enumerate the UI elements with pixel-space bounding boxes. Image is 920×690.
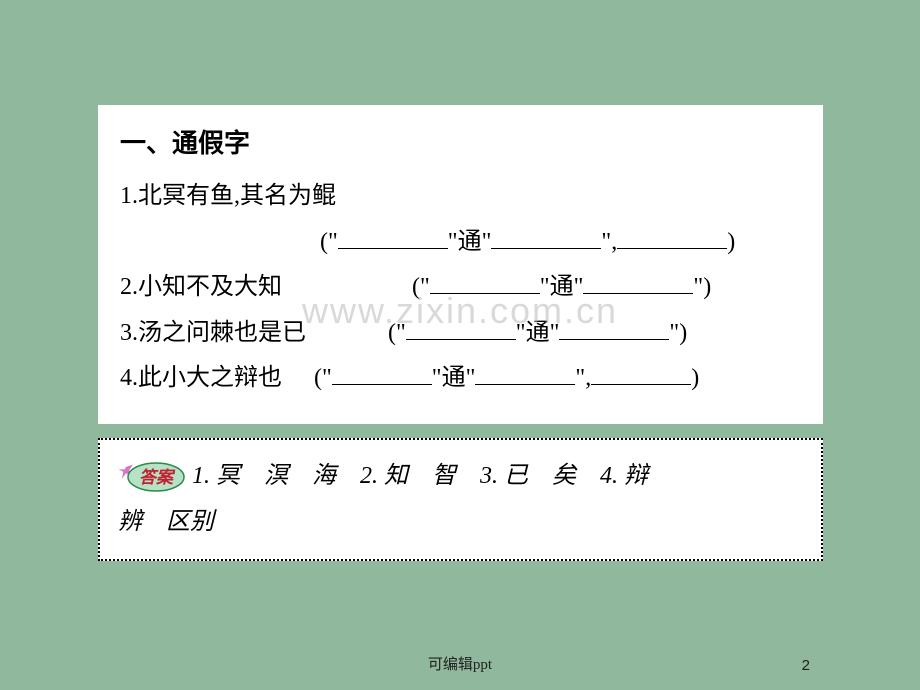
q-line-1b: (" "通" ",): [120, 220, 801, 266]
answer-box: 答案 1. 冥 溟 海 2. 知 智 3. 已 矣 4. 辩 辨 区别: [98, 438, 823, 561]
q1b-mid1: "通": [448, 229, 492, 255]
blank: [559, 313, 669, 339]
q-line-3: 3.汤之问棘也是已 (" "通" "): [120, 311, 801, 357]
q1b-close: ): [727, 229, 735, 255]
blank: [332, 359, 432, 385]
blank: [475, 359, 575, 385]
page-number: 2: [802, 657, 810, 674]
q1b-mid2: ",: [601, 229, 617, 255]
q4-open: (": [314, 365, 332, 391]
q4-prefix: 4.此小大之辩也: [120, 365, 282, 391]
q3-mid1: "通": [516, 320, 560, 346]
q3-open: (": [388, 320, 406, 346]
answer-line-2: 辨 区别: [118, 500, 803, 546]
q2-prefix: 2.小知不及大知: [120, 274, 282, 300]
q2-close: "): [693, 274, 711, 300]
q-line-4: 4.此小大之辩也 (" "通" ",): [120, 356, 801, 402]
question-box: 一、通假字 1.北冥有鱼,其名为鲲 (" "通" ",) 2.小知不及大知 (" "通"…: [98, 105, 823, 424]
answer-text-1: 1. 冥 溟 海 2. 知 智 3. 已 矣 4. 辩: [192, 463, 648, 489]
q2-mid1: "通": [540, 274, 584, 300]
q4-close: ): [691, 365, 699, 391]
blank: [583, 268, 693, 294]
blank: [430, 268, 540, 294]
q4-mid2: ",: [575, 365, 591, 391]
answer-badge: 答案: [118, 461, 186, 493]
q3-close: "): [669, 320, 687, 346]
blank: [406, 313, 516, 339]
q1-prefix: 1.北冥有鱼,其名为鲲: [120, 183, 336, 209]
q-line-1: 1.北冥有鱼,其名为鲲: [120, 174, 801, 220]
q2-open: (": [412, 274, 430, 300]
blank: [617, 222, 727, 248]
blank: [491, 222, 601, 248]
q4-mid1: "通": [432, 365, 476, 391]
q-line-2: 2.小知不及大知 (" "通" "): [120, 265, 801, 311]
q3-prefix: 3.汤之问棘也是已: [120, 320, 306, 346]
answer-line-1: 答案 1. 冥 溟 海 2. 知 智 3. 已 矣 4. 辩: [118, 454, 803, 500]
footer-text: 可编辑ppt: [0, 653, 920, 674]
answer-text-2: 辨 区别: [118, 509, 214, 535]
blank: [591, 359, 691, 385]
section-heading: 一、通假字: [120, 123, 801, 160]
q1b-open: (": [320, 229, 338, 255]
answer-badge-text: 答案: [139, 468, 176, 487]
blank: [338, 222, 448, 248]
